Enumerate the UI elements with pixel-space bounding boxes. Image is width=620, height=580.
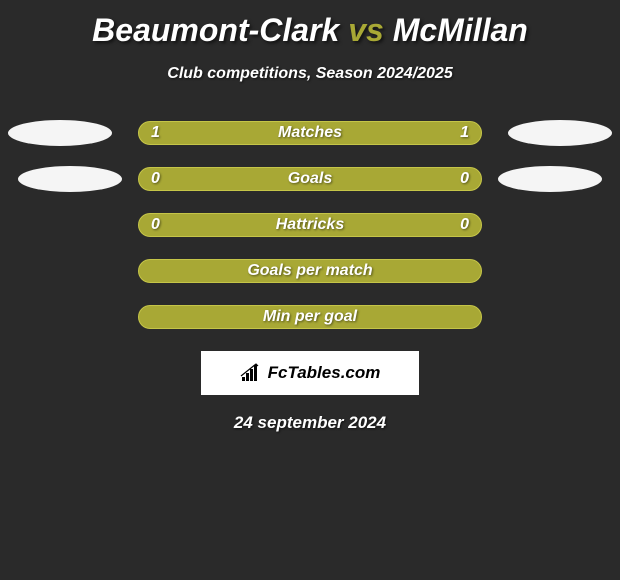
player1-indicator-ellipse xyxy=(8,120,112,146)
stat-bar: 0 Goals 0 xyxy=(138,167,482,191)
stat-label: Matches xyxy=(278,124,342,142)
stat-label: Goals per match xyxy=(247,262,372,280)
player2-indicator-ellipse xyxy=(508,120,612,146)
stat-value-right: 0 xyxy=(460,170,469,188)
comparison-title: Beaumont-Clark vs McMillan xyxy=(0,0,620,49)
stat-value-left: 0 xyxy=(151,216,160,234)
stat-bar: 1 Matches 1 xyxy=(138,121,482,145)
player1-indicator-ellipse xyxy=(18,166,122,192)
stat-value-right: 0 xyxy=(460,216,469,234)
player2-indicator-ellipse xyxy=(498,166,602,192)
stat-label: Goals xyxy=(288,170,332,188)
player2-name: McMillan xyxy=(393,12,528,48)
stat-bar: Goals per match xyxy=(138,259,482,283)
stat-row-hattricks: 0 Hattricks 0 xyxy=(0,213,620,237)
stat-value-right: 1 xyxy=(460,124,469,142)
logo-text: FcTables.com xyxy=(268,363,381,383)
stat-row-matches: 1 Matches 1 xyxy=(0,121,620,145)
date-text: 24 september 2024 xyxy=(0,413,620,433)
stat-row-goals: 0 Goals 0 xyxy=(0,167,620,191)
logo-content: FcTables.com xyxy=(240,363,381,383)
stat-bar: Min per goal xyxy=(138,305,482,329)
stat-bar: 0 Hattricks 0 xyxy=(138,213,482,237)
stat-label: Min per goal xyxy=(263,308,357,326)
player1-name: Beaumont-Clark xyxy=(92,12,339,48)
stat-label: Hattricks xyxy=(276,216,344,234)
vs-text: vs xyxy=(348,12,384,48)
stat-row-min-per-goal: Min per goal xyxy=(0,305,620,329)
bar-chart-icon xyxy=(240,363,264,383)
subtitle: Club competitions, Season 2024/2025 xyxy=(0,65,620,83)
stats-container: 1 Matches 1 0 Goals 0 0 Hattricks 0 Goal… xyxy=(0,121,620,329)
stat-row-goals-per-match: Goals per match xyxy=(0,259,620,283)
stat-value-left: 0 xyxy=(151,170,160,188)
logo-box: FcTables.com xyxy=(201,351,419,395)
stat-value-left: 1 xyxy=(151,124,160,142)
